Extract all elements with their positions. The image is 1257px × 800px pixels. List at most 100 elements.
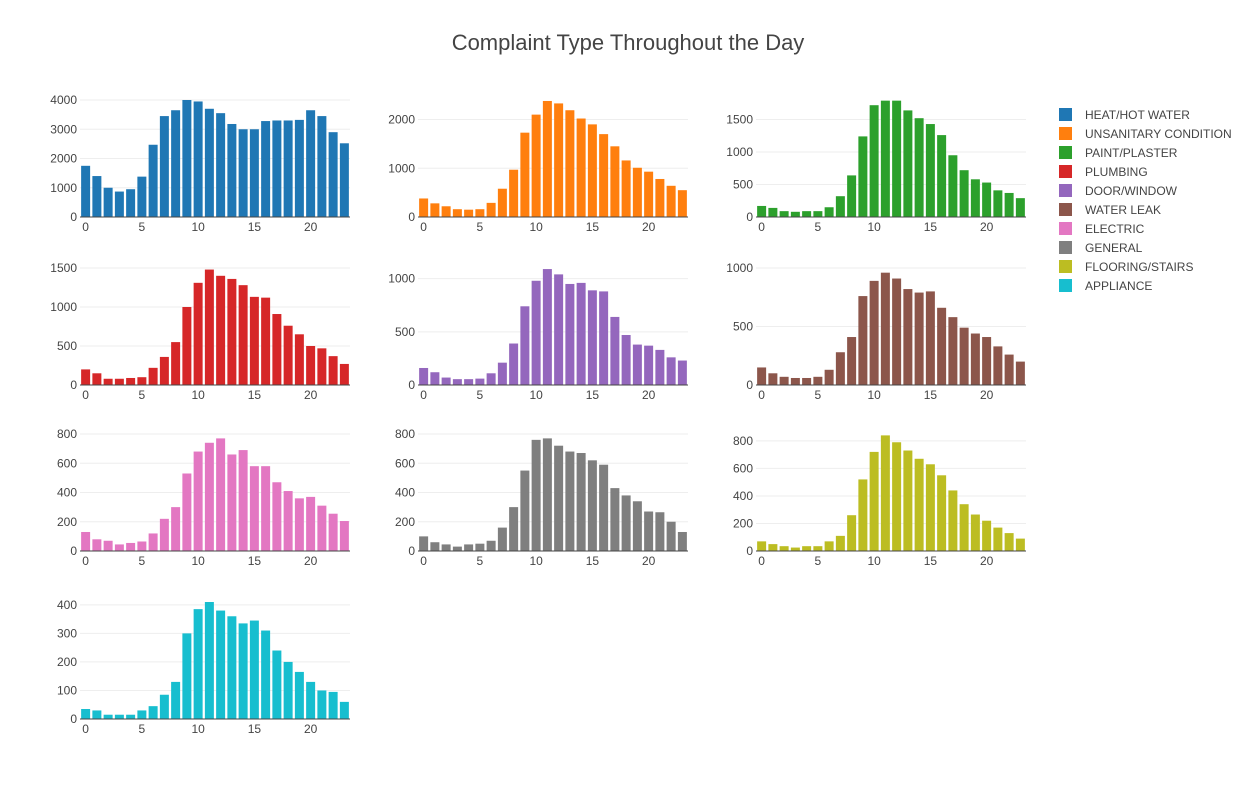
bar-unsanitary-condition-hour-12 bbox=[554, 103, 564, 217]
bar-heat-hot-water-hour-4 bbox=[126, 189, 136, 217]
bar-unsanitary-condition-hour-13 bbox=[565, 110, 575, 217]
bar-appliance-hour-10 bbox=[193, 609, 203, 719]
bar-unsanitary-condition-hour-6 bbox=[486, 202, 496, 217]
legend-item-appliance[interactable]: APPLIANCE bbox=[1059, 279, 1152, 293]
bar-plumbing-hour-11 bbox=[204, 269, 214, 385]
y-tick-label: 3000 bbox=[50, 122, 77, 136]
y-tick-label: 1000 bbox=[388, 272, 415, 286]
bar-general-hour-23 bbox=[677, 531, 687, 551]
subplot-paint-plaster: 0 500 1000 1500 0 5 10 15 20 bbox=[726, 100, 1026, 234]
bar-appliance-hour-8 bbox=[171, 681, 181, 719]
bar-heat-hot-water-hour-11 bbox=[204, 108, 214, 217]
bar-electric-hour-4 bbox=[126, 542, 136, 551]
bar-general-hour-14 bbox=[576, 453, 586, 551]
bar-electric-hour-17 bbox=[272, 482, 282, 551]
bar-flooring-stairs-hour-6 bbox=[824, 541, 834, 551]
bar-paint-plaster-hour-9 bbox=[858, 136, 868, 217]
bar-water-leak-hour-8 bbox=[847, 337, 857, 385]
bar-appliance-hour-12 bbox=[216, 610, 226, 719]
bar-appliance-hour-16 bbox=[261, 630, 271, 719]
bar-plumbing-hour-0 bbox=[81, 369, 91, 385]
bar-paint-plaster-hour-21 bbox=[993, 190, 1003, 217]
y-tick-label: 800 bbox=[57, 427, 77, 441]
bar-unsanitary-condition-hour-1 bbox=[430, 203, 440, 217]
bar-water-leak-hour-18 bbox=[959, 327, 969, 385]
bar-door-window-hour-10 bbox=[531, 280, 541, 385]
bar-paint-plaster-hour-10 bbox=[869, 105, 879, 217]
bar-door-window-hour-6 bbox=[486, 373, 496, 385]
bar-plumbing-hour-21 bbox=[317, 348, 327, 385]
legend-item-general[interactable]: GENERAL bbox=[1059, 241, 1143, 255]
x-tick-label: 20 bbox=[980, 554, 994, 568]
bar-unsanitary-condition-hour-9 bbox=[520, 132, 530, 217]
bar-appliance-hour-19 bbox=[294, 671, 304, 719]
y-tick-label: 1000 bbox=[388, 161, 415, 175]
y-tick-label: 1000 bbox=[50, 300, 77, 314]
bar-appliance-hour-14 bbox=[238, 623, 248, 719]
x-tick-label: 5 bbox=[139, 554, 146, 568]
legend-item-plumbing[interactable]: PLUMBING bbox=[1059, 165, 1148, 179]
bar-plumbing-hour-23 bbox=[339, 363, 349, 385]
bar-unsanitary-condition-hour-23 bbox=[677, 190, 687, 217]
bar-door-window-hour-5 bbox=[475, 378, 485, 385]
bar-paint-plaster-hour-12 bbox=[892, 100, 902, 217]
y-tick-label: 1500 bbox=[726, 113, 753, 127]
bar-general-hour-4 bbox=[464, 544, 474, 551]
bar-electric-hour-2 bbox=[103, 540, 113, 551]
bar-electric-hour-20 bbox=[306, 496, 316, 551]
y-tick-label: 500 bbox=[395, 325, 415, 339]
legend-item-water-leak[interactable]: WATER LEAK bbox=[1059, 203, 1161, 217]
legend-swatch bbox=[1059, 241, 1072, 254]
bar-unsanitary-condition-hour-17 bbox=[610, 146, 620, 217]
legend-item-paint-plaster[interactable]: PAINT/PLASTER bbox=[1059, 146, 1178, 160]
x-tick-label: 0 bbox=[420, 554, 427, 568]
bar-flooring-stairs-hour-12 bbox=[892, 442, 902, 551]
x-tick-label: 5 bbox=[815, 220, 822, 234]
bar-appliance-hour-23 bbox=[339, 701, 349, 719]
legend-item-flooring-stairs[interactable]: FLOORING/STAIRS bbox=[1059, 260, 1193, 274]
legend-label: HEAT/HOT WATER bbox=[1085, 108, 1190, 122]
legend-item-electric[interactable]: ELECTRIC bbox=[1059, 222, 1145, 236]
x-tick-label: 10 bbox=[529, 220, 543, 234]
bar-appliance-hour-5 bbox=[137, 710, 147, 719]
x-tick-label: 10 bbox=[191, 220, 205, 234]
bar-electric-hour-16 bbox=[261, 466, 271, 551]
chart-title: Complaint Type Throughout the Day bbox=[452, 30, 805, 55]
legend-item-heat-hot-water[interactable]: HEAT/HOT WATER bbox=[1059, 108, 1190, 122]
bar-general-hour-11 bbox=[542, 438, 552, 551]
bar-general-hour-22 bbox=[666, 521, 676, 551]
bar-door-window-hour-4 bbox=[464, 379, 474, 385]
y-tick-label: 0 bbox=[746, 378, 753, 392]
bar-flooring-stairs-hour-13 bbox=[903, 450, 913, 551]
bar-paint-plaster-hour-11 bbox=[880, 100, 890, 217]
bar-water-leak-hour-9 bbox=[858, 296, 868, 385]
x-tick-label: 20 bbox=[304, 554, 318, 568]
y-tick-label: 1500 bbox=[50, 261, 77, 275]
bar-heat-hot-water-hour-22 bbox=[328, 132, 338, 217]
y-tick-label: 600 bbox=[395, 456, 415, 470]
legend-item-door-window[interactable]: DOOR/WINDOW bbox=[1059, 184, 1178, 198]
bar-general-hour-9 bbox=[520, 470, 530, 551]
bar-plumbing-hour-22 bbox=[328, 356, 338, 385]
legend-item-unsanitary-condition[interactable]: UNSANITARY CONDITION bbox=[1059, 127, 1232, 141]
bar-electric-hour-23 bbox=[339, 521, 349, 551]
bar-door-window-hour-8 bbox=[509, 343, 519, 385]
legend-swatch bbox=[1059, 146, 1072, 159]
bar-door-window-hour-15 bbox=[587, 290, 597, 385]
subplot-unsanitary-condition: 0 1000 2000 0 5 10 15 20 bbox=[388, 100, 688, 234]
x-tick-label: 10 bbox=[191, 554, 205, 568]
bar-appliance-hour-9 bbox=[182, 633, 192, 719]
y-tick-label: 1000 bbox=[726, 261, 753, 275]
bar-water-leak-hour-16 bbox=[937, 307, 947, 385]
bar-heat-hot-water-hour-15 bbox=[249, 129, 259, 217]
bar-flooring-stairs-hour-23 bbox=[1015, 538, 1025, 551]
bar-water-leak-hour-21 bbox=[993, 346, 1003, 385]
bar-general-hour-20 bbox=[644, 511, 654, 551]
bar-water-leak-hour-12 bbox=[892, 278, 902, 385]
x-tick-label: 15 bbox=[924, 554, 938, 568]
bar-general-hour-5 bbox=[475, 543, 485, 551]
bar-general-hour-12 bbox=[554, 445, 564, 551]
y-tick-label: 2000 bbox=[50, 152, 77, 166]
x-tick-label: 20 bbox=[980, 220, 994, 234]
bar-door-window-hour-13 bbox=[565, 283, 575, 385]
